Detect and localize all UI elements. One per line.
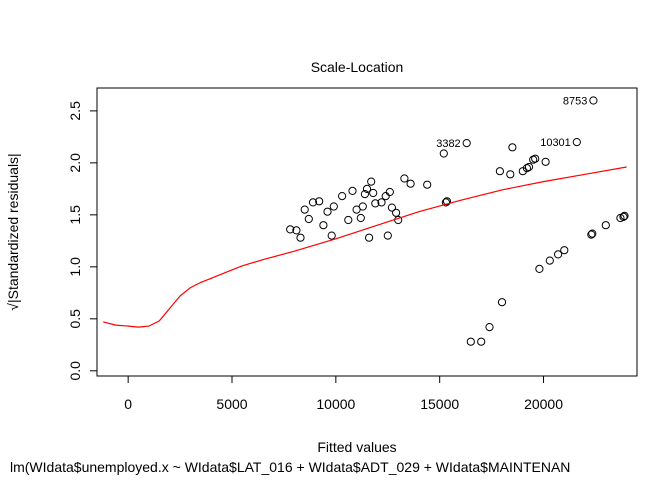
residual-point [315, 197, 324, 206]
residual-point [508, 143, 517, 152]
residual-point [442, 197, 452, 206]
residual-point [522, 164, 532, 173]
residual-point [423, 180, 432, 189]
residual-points [286, 96, 629, 346]
chart-subtitle: lm(WIdata$unemployed.x ~ WIdata$LAT_016 … [10, 459, 570, 475]
residual-point [560, 246, 569, 255]
residual-point [535, 264, 544, 273]
residual-point [327, 231, 336, 240]
x-tick-label: 0 [124, 396, 132, 412]
residual-point [495, 167, 504, 176]
point-labels: 8753 3382 10301 [436, 96, 587, 151]
labeled-residual-point [589, 96, 598, 105]
residual-point [381, 192, 390, 201]
residual-point [497, 298, 507, 307]
x-axis: 0 5000 10000 15000 20000 [124, 375, 563, 412]
residual-point [485, 323, 494, 332]
y-axis-label: √|Standardized residuals| [5, 153, 21, 310]
residual-point [387, 203, 396, 212]
residual-point [545, 256, 554, 265]
y-tick-label: 1.0 [67, 257, 83, 277]
residual-point [619, 212, 628, 221]
y-axis: 0.0 0.5 1.0 1.5 2.0 2.5 [67, 101, 98, 381]
labeled-residual-point [462, 139, 471, 148]
y-tick-label: 1.5 [67, 205, 83, 225]
residual-point [369, 188, 378, 198]
residual-point [400, 174, 409, 183]
y-tick-label: 2.0 [67, 153, 83, 173]
residual-point [439, 149, 448, 158]
residual-point [620, 211, 629, 220]
residual-point [392, 208, 401, 217]
residual-point [371, 199, 380, 208]
residual-point [304, 214, 313, 224]
residual-point [344, 215, 353, 225]
y-tick-label: 0.0 [67, 361, 83, 381]
residual-point [338, 192, 347, 201]
residual-point [296, 233, 305, 242]
point-label: 8753 [563, 96, 587, 108]
residual-point [385, 187, 394, 197]
residual-point [531, 154, 540, 163]
residual-point [329, 202, 338, 211]
residual-point [356, 213, 365, 223]
residual-point [367, 177, 376, 186]
residual-point [308, 198, 318, 207]
residual-point [601, 221, 610, 230]
residual-point [348, 186, 357, 195]
x-tick-label: 20000 [524, 396, 563, 412]
smooth-curve [103, 166, 627, 328]
residual-point [377, 198, 386, 207]
residual-point [360, 190, 369, 199]
point-label: 10301 [540, 137, 571, 149]
residual-point [524, 162, 534, 172]
x-tick-label: 15000 [420, 396, 459, 412]
residual-point [383, 231, 392, 240]
x-axis-label: Fitted values [317, 439, 396, 455]
y-tick-label: 2.5 [67, 101, 83, 121]
residual-point [352, 205, 361, 214]
residual-point [406, 179, 415, 188]
point-label: 3382 [436, 138, 460, 150]
residual-point [300, 205, 309, 214]
loess-smooth-line [103, 166, 627, 328]
y-tick-label: 0.5 [67, 309, 83, 329]
residual-point [441, 198, 450, 207]
residual-point [362, 184, 372, 193]
labeled-residual-point [572, 138, 581, 147]
residual-point [466, 337, 475, 346]
x-tick-label: 5000 [216, 396, 247, 412]
chart-title: Scale-Location [311, 59, 404, 75]
x-tick-label: 10000 [316, 396, 355, 412]
plot-frame [96, 87, 638, 377]
residual-point [554, 250, 563, 259]
residual-point [541, 157, 550, 166]
residual-point [506, 170, 515, 179]
residual-point [319, 221, 328, 230]
residual-point [365, 233, 374, 242]
residual-point [286, 225, 295, 234]
residual-point [477, 337, 486, 346]
residual-point [587, 230, 596, 239]
residual-point [323, 207, 332, 216]
residual-point [292, 226, 301, 235]
residual-point [588, 229, 597, 238]
